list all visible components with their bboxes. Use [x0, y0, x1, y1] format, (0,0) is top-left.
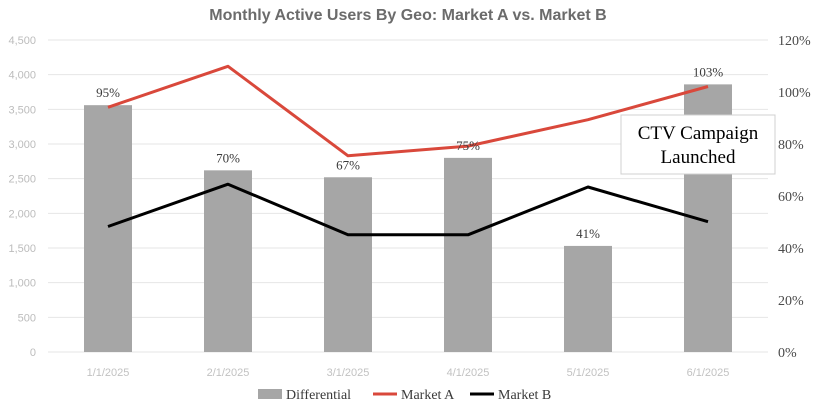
y2-tick-label: 120% — [778, 34, 811, 49]
bar-1 — [84, 105, 132, 352]
x-tick-label: 4/1/2025 — [447, 367, 490, 379]
legend-label-differential: Differential — [286, 388, 351, 403]
y-tick-label: 2,500 — [8, 174, 36, 186]
x-tick-label: 3/1/2025 — [327, 367, 370, 379]
gridlines — [48, 39, 768, 353]
bar-data-label: 95% — [96, 85, 120, 100]
legend-label-market-b: Market B — [498, 388, 551, 403]
y-tick-label: 3,000 — [8, 139, 36, 151]
y2-tick-label: 80% — [778, 138, 804, 153]
x-tick-label: 1/1/2025 — [87, 367, 130, 379]
x-tick-label: 5/1/2025 — [567, 367, 610, 379]
y-tick-label: 0 — [30, 347, 36, 359]
chart-title: Monthly Active Users By Geo: Market A vs… — [209, 7, 606, 24]
annotation-line-1: CTV Campaign — [638, 123, 759, 144]
y-tick-label: 2,000 — [8, 208, 36, 220]
x-tick-label: 6/1/2025 — [687, 367, 730, 379]
bar-data-label: 75% — [456, 138, 480, 153]
y-tick-label: 4,500 — [8, 35, 36, 47]
y2-tick-label: 40% — [778, 242, 804, 257]
y-tick-label: 500 — [18, 312, 36, 324]
bar-data-label: 41% — [576, 226, 600, 241]
y2-tick-label: 20% — [778, 294, 804, 309]
y2-tick-label: 0% — [778, 346, 797, 361]
line-series — [107, 64, 709, 237]
bar-data-label: 70% — [216, 150, 240, 165]
data-labels: 95% 70% 67% 75% 41% 103% — [96, 64, 723, 241]
annotation-box — [620, 114, 776, 175]
y2-tick-label: 100% — [778, 86, 811, 101]
market-a-line — [107, 64, 709, 158]
y2-tick-label: 60% — [778, 190, 804, 205]
market-b-line — [107, 182, 709, 237]
legend: Differential Market A Market B — [258, 388, 551, 403]
bar-2 — [204, 170, 252, 352]
left-axis-ticks: 0 500 1,000 1,500 2,000 2,500 3,000 3,500 4,000 4… — [8, 35, 36, 359]
bar-data-label: 67% — [336, 157, 360, 172]
bar-data-label: 103% — [693, 64, 724, 79]
bar-5 — [564, 245, 612, 352]
annotation-callout: CTV Campaign Launched — [620, 114, 776, 175]
y-tick-label: 3,500 — [8, 104, 36, 116]
annotation-line-2: Launched — [661, 147, 736, 168]
y-tick-label: 1,000 — [8, 278, 36, 290]
y-tick-label: 1,500 — [8, 243, 36, 255]
bar-series — [84, 84, 732, 352]
bar-3 — [324, 177, 372, 352]
x-tick-label: 2/1/2025 — [207, 367, 250, 379]
y-tick-label: 4,000 — [8, 70, 36, 82]
legend-swatch-differential — [258, 389, 282, 399]
x-axis-ticks: 1/1/2025 2/1/2025 3/1/2025 4/1/2025 5/1/2025… — [87, 367, 730, 379]
legend-label-market-a: Market A — [401, 388, 455, 403]
bar-4 — [444, 157, 492, 352]
right-axis-ticks: 0% 20% 40% 60% 80% 100% 120% — [778, 34, 811, 361]
